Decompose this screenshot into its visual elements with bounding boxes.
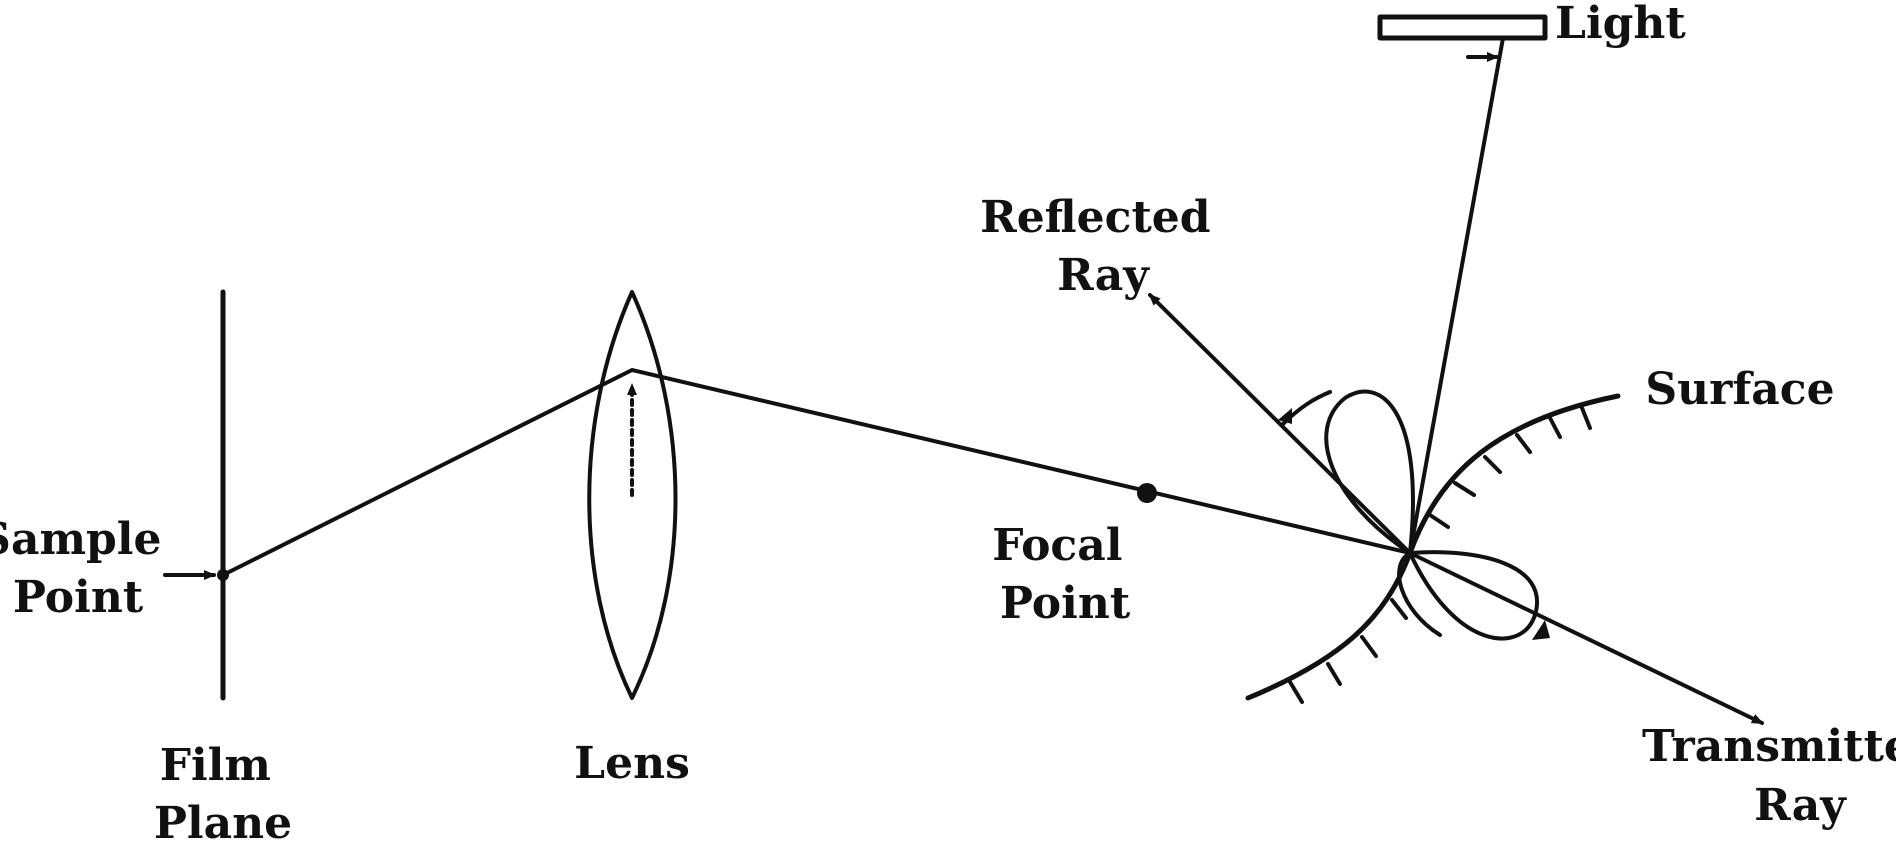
reflected-angle-arrowhead <box>1278 408 1292 424</box>
reflected-ray <box>1148 293 1412 555</box>
light-source <box>1377 14 1548 41</box>
sample-point-label: Sample Point <box>0 514 177 623</box>
transmitted-ray <box>1408 551 1764 725</box>
surface-curve <box>1245 393 1621 701</box>
film-plane-label: Film Plane <box>154 740 292 842</box>
surface-label: Surface <box>1645 364 1834 415</box>
transmitted-ray-label: Transmitted Ray <box>1642 721 1896 831</box>
reflection-lobe <box>1324 389 1415 555</box>
light-label: Light <box>1555 0 1686 49</box>
surface-hatches <box>1288 406 1592 704</box>
lens-shape <box>587 290 678 700</box>
transmitted-angle-arrowhead <box>1532 620 1550 640</box>
focal-point-label: Focal Point <box>992 520 1138 629</box>
transmission-lobe-back <box>1397 551 1442 637</box>
reflected-ray-label: Reflected Ray <box>980 192 1226 301</box>
light-ray <box>1408 36 1505 555</box>
lens-label: Lens <box>574 738 690 789</box>
focal-point-dot <box>1137 483 1157 503</box>
transmission-lobe <box>1408 550 1539 641</box>
incident-ray <box>221 368 1412 577</box>
